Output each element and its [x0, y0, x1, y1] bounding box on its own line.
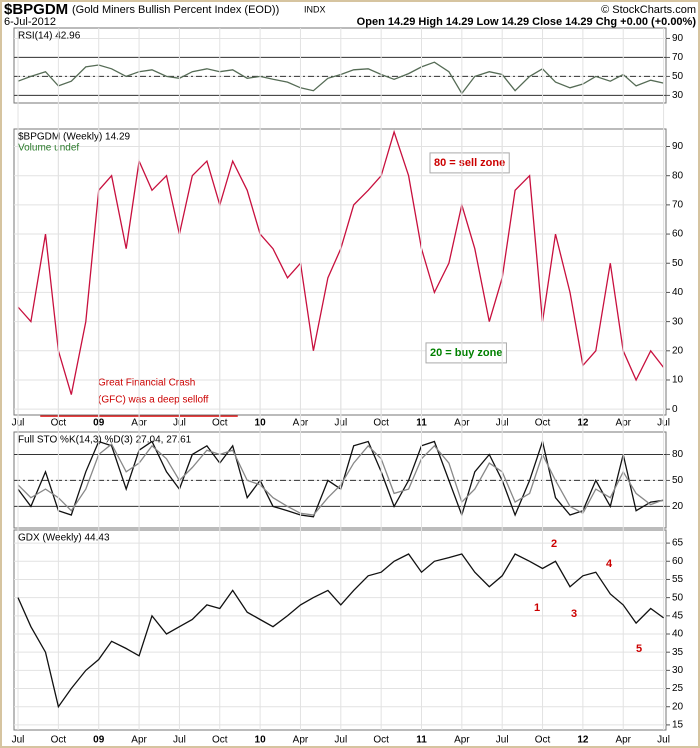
annotation: 2 [551, 538, 557, 550]
y-tick-label: 70 [672, 200, 684, 211]
x-tick-label: Oct [212, 735, 228, 746]
quote: Open 14.29 High 14.29 Low 14.29 Close 14… [357, 16, 697, 28]
x-tick-label: Jul [12, 735, 25, 746]
x-tick-label: Oct [535, 735, 551, 746]
x-tick-label: 09 [93, 735, 105, 746]
y-tick-label: 40 [672, 629, 684, 640]
x-tick-label: Apr [454, 735, 470, 746]
panel-title: $BPGDM (Weekly) 14.29 [18, 132, 131, 143]
y-tick-label: 20 [672, 701, 684, 712]
symbol: $BPGDM [4, 1, 68, 18]
x-tick-label: Oct [51, 735, 67, 746]
annotation: 20 = buy zone [430, 347, 502, 359]
y-tick-label: 45 [672, 610, 684, 621]
x-tick-label: Jul [496, 735, 509, 746]
x-tick-label: 10 [255, 735, 267, 746]
panel [13, 27, 667, 104]
series-line [17, 553, 664, 709]
panel [13, 529, 667, 731]
y-tick-label: 80 [672, 449, 684, 460]
x-tick-label: Apr [293, 735, 309, 746]
y-tick-label: 30 [672, 316, 684, 327]
x-tick-label: Jul [657, 735, 670, 746]
y-tick-label: 90 [672, 141, 684, 152]
index-name: (Gold Miners Bullish Percent Index (EOD)… [72, 4, 279, 16]
exchange: INDX [304, 4, 326, 14]
annotation-box [425, 342, 507, 364]
annotation: Great Financial Crash [98, 378, 195, 389]
annotation: 5 [636, 643, 642, 655]
y-tick-label: 30 [672, 665, 684, 676]
y-tick-label: 30 [672, 90, 684, 101]
panel-title: RSI(14) 42.96 [18, 31, 81, 42]
x-tick-label: Apr [131, 735, 147, 746]
x-tick-label: Oct [373, 735, 389, 746]
y-tick-label: 20 [672, 345, 684, 356]
y-tick-label: 10 [672, 375, 684, 386]
x-tick-label: Jul [334, 735, 347, 746]
panel-title: GDX (Weekly) 44.43 [18, 533, 110, 544]
y-tick-label: 80 [672, 170, 684, 181]
annotation: 1 [534, 602, 540, 614]
y-tick-label: 50 [672, 71, 684, 82]
x-tick-label: Apr [615, 735, 631, 746]
copyright: © StockCharts.com [601, 4, 696, 16]
panel-subtitle: Volume undef [18, 143, 79, 154]
panel [13, 128, 667, 416]
annotation: (GFC) was a deep selloff [98, 395, 209, 406]
y-tick-label: 0 [672, 404, 678, 415]
y-tick-label: 50 [672, 475, 684, 486]
y-tick-label: 50 [672, 258, 684, 269]
y-tick-label: 50 [672, 592, 684, 603]
x-tick-label: 11 [416, 735, 427, 746]
annotation-box [429, 152, 510, 174]
annotation: 80 = sell zone [434, 157, 505, 169]
y-tick-label: 60 [672, 556, 684, 567]
y-tick-label: 55 [672, 574, 684, 585]
annotation: 3 [571, 608, 577, 620]
y-tick-label: 60 [672, 229, 684, 240]
panel-title: Full STO %K(14,3) %D(3) 27.04, 27.61 [18, 435, 192, 446]
y-tick-label: 15 [672, 720, 684, 731]
annotation: 4 [606, 558, 613, 570]
y-tick-label: 25 [672, 683, 684, 694]
date: 6-Jul-2012 [4, 16, 56, 28]
y-tick-label: 40 [672, 287, 684, 298]
x-tick-label: 12 [577, 735, 589, 746]
y-tick-label: 35 [672, 647, 684, 658]
y-tick-label: 90 [672, 33, 684, 44]
y-tick-label: 20 [672, 501, 684, 512]
x-tick-label: Jul [173, 735, 186, 746]
y-tick-label: 65 [672, 538, 684, 549]
y-tick-label: 70 [672, 52, 684, 63]
